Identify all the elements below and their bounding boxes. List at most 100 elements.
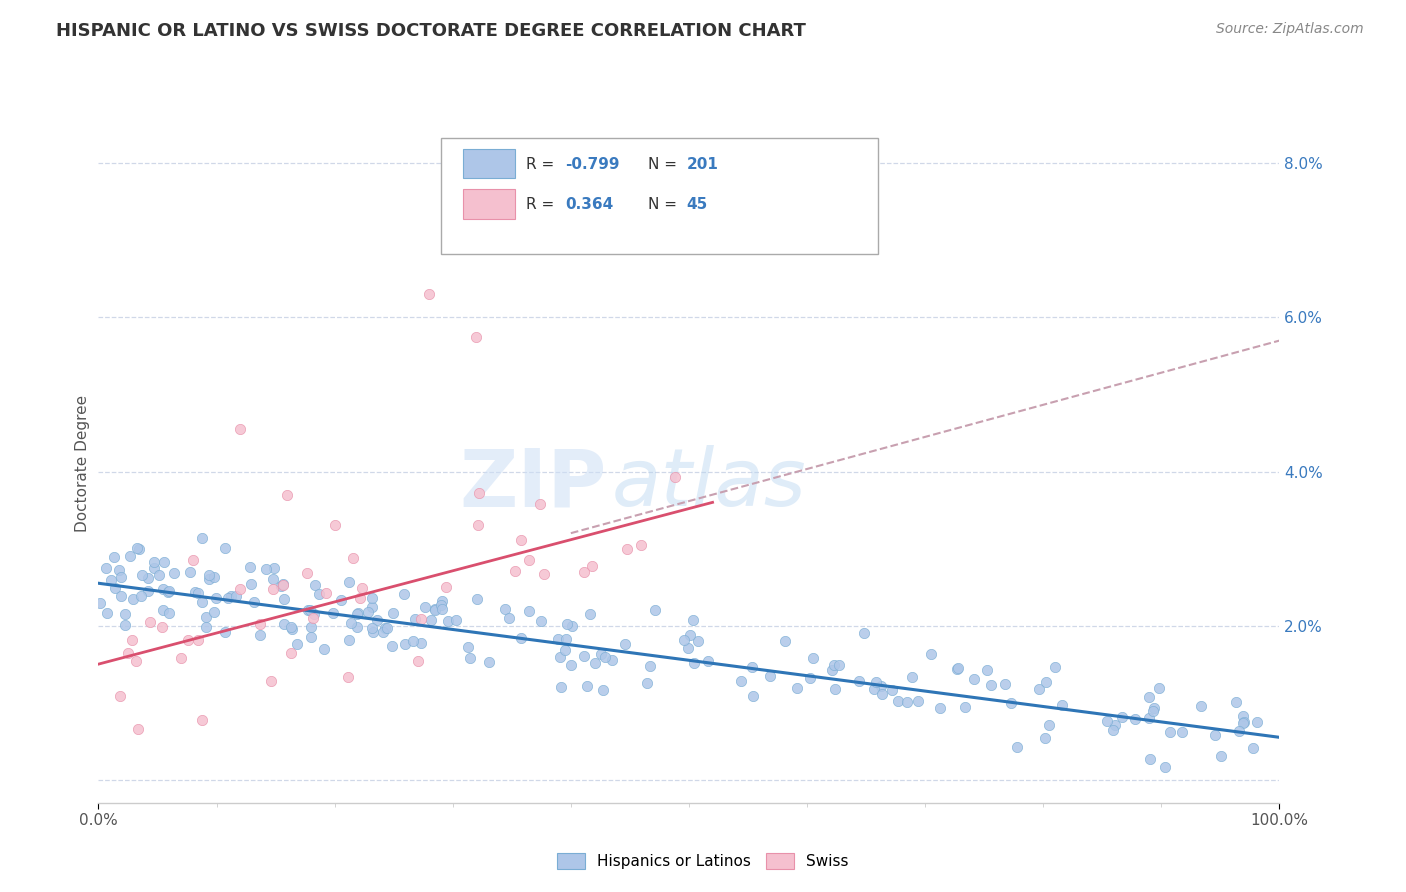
Point <box>100 573 122 587</box>
Point <box>214 541 236 556</box>
Point <box>1171 725 1194 739</box>
Point <box>1154 760 1177 774</box>
Point <box>104 582 127 596</box>
Point <box>249 616 271 631</box>
Point <box>402 634 425 648</box>
Point <box>262 572 284 586</box>
Point <box>574 565 596 579</box>
Point <box>360 591 382 606</box>
Text: 0.364: 0.364 <box>565 197 613 212</box>
Point <box>576 679 599 693</box>
Point <box>273 592 295 607</box>
Point <box>190 595 212 609</box>
Point <box>550 680 572 694</box>
Point <box>1142 704 1164 718</box>
Point <box>122 591 145 606</box>
Point <box>630 538 652 552</box>
Point <box>299 620 322 634</box>
Point <box>214 625 236 640</box>
Point <box>202 570 225 584</box>
Point <box>592 683 614 698</box>
Point <box>517 553 540 567</box>
Point <box>243 594 266 608</box>
Point <box>191 714 214 728</box>
Point <box>280 620 302 634</box>
Point <box>413 600 436 615</box>
Point <box>880 682 903 697</box>
Point <box>1035 675 1057 690</box>
Point <box>346 607 368 621</box>
Point <box>346 607 368 622</box>
Point <box>150 620 173 634</box>
Point <box>574 649 596 664</box>
Point <box>198 572 221 586</box>
Point <box>304 578 326 592</box>
Point <box>458 651 481 665</box>
Point <box>299 603 322 617</box>
Point <box>1111 710 1133 724</box>
Point <box>285 637 308 651</box>
Point <box>730 674 752 689</box>
Point <box>1139 752 1161 766</box>
Point <box>1241 741 1264 756</box>
Point <box>467 517 489 532</box>
Point <box>219 589 242 603</box>
Point <box>554 632 576 646</box>
Point <box>1123 712 1146 726</box>
Point <box>478 655 501 669</box>
Point <box>202 605 225 619</box>
Point <box>1045 660 1067 674</box>
Point <box>550 649 572 664</box>
Point <box>262 582 284 597</box>
Point <box>263 561 285 575</box>
Point <box>121 633 143 648</box>
Point <box>1038 718 1060 732</box>
Point <box>239 560 262 574</box>
Point <box>108 563 131 577</box>
Point <box>217 591 239 606</box>
Point <box>314 641 336 656</box>
Text: HISPANIC OR LATINO VS SWISS DOCTORATE DEGREE CORRELATION CHART: HISPANIC OR LATINO VS SWISS DOCTORATE DE… <box>56 22 806 40</box>
Point <box>773 634 796 648</box>
Point <box>1000 696 1022 710</box>
Point <box>163 566 186 580</box>
Point <box>157 583 180 598</box>
Point <box>946 662 969 676</box>
Point <box>529 497 551 511</box>
Point <box>613 637 636 651</box>
Point <box>129 589 152 603</box>
Point <box>638 658 661 673</box>
Point <box>302 611 325 625</box>
Point <box>1101 723 1123 738</box>
Point <box>273 617 295 632</box>
Point <box>125 654 148 668</box>
Point <box>108 689 131 703</box>
Point <box>595 650 617 665</box>
Point <box>823 658 845 673</box>
Point <box>329 592 352 607</box>
Point <box>430 601 453 615</box>
Point <box>1137 690 1160 705</box>
Point <box>179 566 201 580</box>
Point <box>1191 698 1213 713</box>
Text: atlas: atlas <box>612 445 807 524</box>
Point <box>801 651 824 665</box>
Point <box>828 658 851 673</box>
Text: ZIP: ZIP <box>458 445 606 524</box>
Point <box>349 591 371 605</box>
Point <box>308 587 330 601</box>
Point <box>204 591 226 606</box>
Point <box>128 541 150 556</box>
Point <box>1104 718 1126 732</box>
Point <box>896 695 918 709</box>
Point <box>581 558 603 573</box>
Point <box>346 619 368 633</box>
Point <box>799 671 821 685</box>
Text: R =: R = <box>526 157 560 171</box>
Point <box>371 624 394 639</box>
Point <box>131 568 153 582</box>
Point <box>676 641 699 656</box>
Point <box>824 682 846 697</box>
Point <box>644 603 666 617</box>
Point <box>1233 715 1256 730</box>
